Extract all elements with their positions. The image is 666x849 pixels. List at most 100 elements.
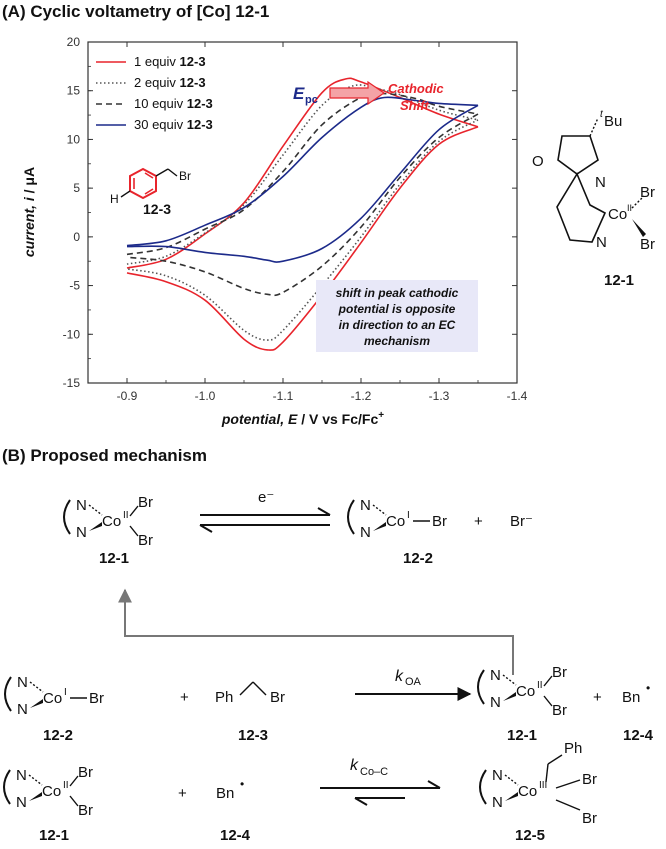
legend-label: 1 equiv 12-3 bbox=[134, 54, 206, 69]
series-2 bbox=[126, 84, 479, 341]
series-4 bbox=[126, 96, 479, 263]
y-tick-label: 0 bbox=[73, 230, 80, 244]
plus-sign: + bbox=[593, 689, 602, 706]
complex-n2: N bbox=[596, 234, 607, 251]
cobalt-atom: Co bbox=[42, 783, 61, 800]
k-coc-label: k bbox=[350, 757, 359, 774]
legend-label: 30 equiv 12-3 bbox=[134, 117, 213, 132]
electron-label: e⁻ bbox=[258, 489, 274, 506]
oxidation-state: II bbox=[63, 780, 69, 791]
complex-o: O bbox=[532, 153, 544, 170]
oxidation-state: I bbox=[64, 687, 67, 698]
legend-label: 2 equiv 12-3 bbox=[134, 75, 206, 90]
series-reverse-scan bbox=[126, 104, 479, 263]
y-tick-label: 10 bbox=[67, 132, 81, 146]
bromine-1: Br bbox=[552, 664, 567, 681]
epc-label: E bbox=[293, 84, 305, 103]
radical-dot: • bbox=[240, 777, 244, 791]
note-box bbox=[316, 280, 478, 352]
y-tick-label: 15 bbox=[67, 84, 81, 98]
complex-12-1-row2 bbox=[477, 669, 517, 705]
note-line-4: mechanism bbox=[364, 334, 430, 348]
k-oa-label: k bbox=[395, 668, 404, 685]
complex-br1: Br bbox=[640, 184, 655, 201]
bromide-anion: Br⁻ bbox=[510, 513, 533, 530]
y-tick-label: 20 bbox=[67, 35, 81, 49]
phenyl-group: Ph bbox=[215, 689, 233, 706]
series-forward-scan bbox=[126, 96, 479, 247]
cobalt-atom: Co bbox=[102, 513, 121, 530]
legend-label: 10 equiv 12-3 bbox=[134, 96, 213, 111]
y-tick-label: -10 bbox=[63, 327, 81, 341]
nitrogen-1: N bbox=[490, 667, 501, 684]
phenyl-group: Ph bbox=[564, 740, 582, 757]
y-axis-label: current, i / μA bbox=[21, 167, 37, 257]
nitrogen-1: N bbox=[360, 497, 371, 514]
nitrogen-1: N bbox=[17, 674, 28, 691]
complex-label: 12-1 bbox=[604, 272, 634, 289]
complex-co-ox: II bbox=[627, 203, 632, 213]
complex-12-2-row2 bbox=[4, 676, 44, 712]
series-reverse-scan bbox=[126, 113, 479, 297]
label-12-1-row2: 12-1 bbox=[507, 727, 537, 744]
y-tick-label: 5 bbox=[73, 181, 80, 195]
chart-legend: 1 equiv 12-3 2 equiv 12-3 10 equiv 12-3 30 … bbox=[96, 54, 213, 132]
series-1 bbox=[126, 77, 479, 351]
complex-12-2-row1 bbox=[347, 499, 387, 535]
bromine: Br bbox=[89, 690, 104, 707]
regeneration-arrow bbox=[118, 588, 514, 675]
bromine: Br bbox=[432, 513, 447, 530]
note-line-3: in direction to an EC bbox=[339, 318, 456, 332]
complex-12-1-row1 bbox=[63, 499, 103, 535]
complex-br2: Br bbox=[640, 236, 655, 253]
bromine: Br bbox=[270, 689, 285, 706]
cathodic-shift-arrow bbox=[329, 80, 386, 106]
label-12-4-row2: 12-4 bbox=[623, 727, 654, 744]
series-reverse-scan bbox=[126, 126, 479, 351]
nitrogen-1: N bbox=[492, 767, 503, 784]
x-axis-label: potential, E / V vs Fc/Fc+ bbox=[221, 410, 384, 427]
inset-label: 12-3 bbox=[143, 201, 171, 217]
epc-subscript: pc bbox=[305, 94, 318, 106]
x-tick-label: -1.0 bbox=[195, 389, 216, 403]
oxidation-state: II bbox=[537, 680, 543, 691]
bromine-2: Br bbox=[138, 532, 153, 549]
x-tick-label: -1.1 bbox=[273, 389, 294, 403]
x-tick-label: -1.3 bbox=[429, 389, 450, 403]
inset-h: H bbox=[110, 192, 119, 206]
bromine-2: Br bbox=[78, 802, 93, 819]
label-12-2-row2: 12-2 bbox=[43, 727, 73, 744]
nitrogen-2: N bbox=[76, 524, 87, 541]
cobalt-atom: Co bbox=[386, 513, 405, 530]
label-12-3-row2: 12-3 bbox=[238, 727, 268, 744]
label-12-5: 12-5 bbox=[515, 827, 545, 844]
cobalt-complex-structure: O N t Bu N Co II Br Br 12-1 bbox=[532, 109, 655, 289]
label-12-1-row1: 12-1 bbox=[99, 550, 129, 567]
oxidation-state: III bbox=[539, 780, 547, 791]
panel-b-heading: (B) Proposed mechanism bbox=[2, 446, 207, 465]
cv-chart: -0.9 -1.0 -1.1 -1.2 -1.3 -1.4 -15 -10 -5 0 5 10 15 20… bbox=[21, 35, 655, 427]
bromine-1: Br bbox=[582, 771, 597, 788]
cathodic-shift-line2: Shift bbox=[400, 98, 430, 113]
nitrogen-2: N bbox=[490, 694, 501, 711]
k-oa-sub: OA bbox=[405, 676, 422, 688]
benzyl-bromide-structure: Br H 12-3 bbox=[110, 167, 191, 217]
series-forward-scan bbox=[126, 84, 479, 265]
plus-sign: + bbox=[180, 689, 189, 706]
y-tick-label: -15 bbox=[63, 376, 81, 390]
complex-12-1-row3 bbox=[3, 769, 43, 805]
bromine-1: Br bbox=[138, 494, 153, 511]
nitrogen-1: N bbox=[76, 497, 87, 514]
plus-sign: + bbox=[474, 513, 483, 530]
y-tick-label: -5 bbox=[69, 279, 80, 293]
label-12-4-row3: 12-4 bbox=[220, 827, 251, 844]
plus-sign: + bbox=[178, 785, 187, 802]
x-tick-label: -0.9 bbox=[117, 389, 138, 403]
complex-12-5 bbox=[479, 769, 519, 805]
bromine-1: Br bbox=[78, 764, 93, 781]
complex-tbu: Bu bbox=[604, 113, 622, 130]
oxidation-state: I bbox=[407, 510, 410, 521]
cobalt-atom: Co bbox=[518, 783, 537, 800]
benzyl-radical: Bn bbox=[216, 785, 234, 802]
